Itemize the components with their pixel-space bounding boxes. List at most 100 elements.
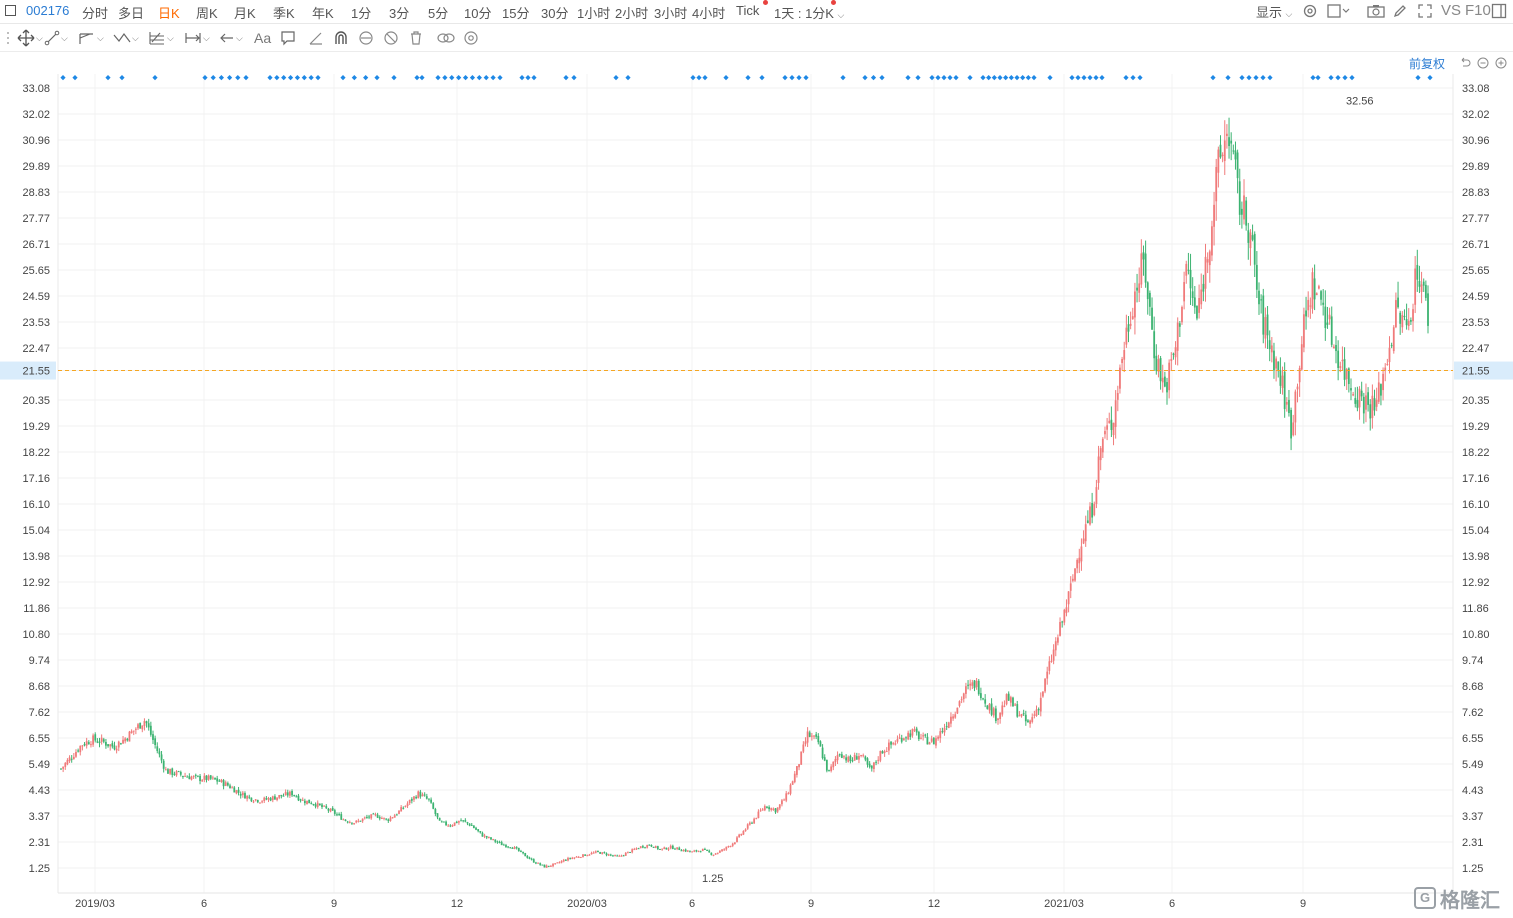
f10-button[interactable]: F10 — [1465, 2, 1491, 19]
wave-icon[interactable]: ⌵ — [113, 29, 139, 47]
event-marker-icon[interactable] — [210, 75, 216, 81]
settings-icon[interactable] — [1302, 3, 1318, 22]
event-marker-icon[interactable] — [1260, 75, 1266, 81]
event-marker-icon[interactable] — [391, 75, 397, 81]
event-marker-icon[interactable] — [1099, 75, 1105, 81]
event-marker-icon[interactable] — [967, 75, 973, 81]
event-marker-icon[interactable] — [235, 75, 241, 81]
tab-timeframe[interactable]: 1分 — [351, 6, 372, 21]
event-marker-icon[interactable] — [483, 75, 489, 81]
tab-timeframe[interactable]: 4小时 — [692, 6, 726, 21]
link-icon[interactable] — [437, 29, 455, 47]
event-marker-icon[interactable] — [119, 75, 125, 81]
event-marker-icon[interactable] — [287, 75, 294, 81]
display-menu[interactable]: 显示 ⌵ — [1256, 5, 1293, 20]
tab-timeframe[interactable]: 15分 — [502, 6, 530, 21]
event-marker-icon[interactable] — [796, 75, 802, 81]
tab-timeframe[interactable]: 日K — [158, 6, 180, 21]
event-marker-icon[interactable] — [571, 75, 577, 81]
adjust-mode-button[interactable]: 前复权 — [1409, 57, 1446, 71]
event-marker-icon[interactable] — [613, 75, 619, 81]
tab-timeframe[interactable]: 季K — [273, 6, 295, 21]
event-marker-icon[interactable] — [953, 75, 959, 81]
fib-icon[interactable]: ⌵ — [148, 29, 174, 47]
ruler-icon[interactable] — [308, 29, 324, 47]
event-marker-icon[interactable] — [991, 75, 997, 81]
event-marker-icon[interactable] — [690, 75, 696, 81]
text-icon[interactable]: Aa — [254, 30, 272, 46]
event-marker-icon[interactable] — [374, 75, 380, 81]
event-marker-icon[interactable] — [1130, 75, 1136, 81]
event-marker-icon[interactable] — [986, 75, 992, 81]
event-marker-icon[interactable] — [497, 75, 503, 81]
stock-code[interactable]: 002176 — [26, 3, 70, 18]
event-marker-icon[interactable] — [702, 75, 708, 81]
event-marker-icon[interactable] — [915, 75, 921, 81]
event-marker-icon[interactable] — [1427, 75, 1433, 81]
drag-handle-icon[interactable] — [6, 29, 10, 47]
lock-icon[interactable] — [358, 29, 374, 47]
tab-timeframe[interactable]: 周K — [196, 6, 218, 21]
event-marker-icon[interactable] — [1020, 75, 1026, 81]
event-marker-icon[interactable] — [1003, 75, 1009, 81]
hide-icon[interactable] — [383, 29, 399, 47]
event-marker-icon[interactable] — [1349, 75, 1355, 81]
tab-timeframe[interactable]: 年K — [312, 6, 334, 21]
event-marker-icon[interactable] — [997, 75, 1003, 81]
event-marker-icon[interactable] — [929, 75, 935, 81]
event-marker-icon[interactable] — [456, 75, 462, 81]
tab-timeframe[interactable]: 3小时 — [654, 6, 688, 21]
event-marker-icon[interactable] — [879, 75, 885, 81]
event-marker-icon[interactable] — [419, 75, 425, 81]
comment-icon[interactable] — [280, 29, 296, 47]
tab-timeframe[interactable]: 30分 — [541, 6, 569, 21]
event-marker-icon[interactable] — [1137, 75, 1143, 81]
event-marker-icon[interactable] — [294, 75, 301, 81]
event-marker-icon[interactable] — [1335, 75, 1341, 81]
event-marker-icon[interactable] — [531, 75, 537, 81]
pen-icon[interactable] — [1392, 3, 1408, 22]
event-marker-icon[interactable] — [315, 75, 321, 81]
event-marker-icon[interactable] — [435, 75, 441, 81]
event-marker-icon[interactable] — [1025, 75, 1031, 81]
event-marker-icon[interactable] — [274, 75, 280, 81]
event-marker-icon[interactable] — [340, 75, 346, 81]
event-marker-icon[interactable] — [782, 75, 788, 81]
event-marker-icon[interactable] — [414, 75, 420, 81]
zoom-in-icon[interactable] — [1495, 56, 1507, 69]
event-marker-icon[interactable] — [1008, 75, 1014, 81]
vs-button[interactable]: VS — [1441, 2, 1462, 19]
event-marker-icon[interactable] — [490, 75, 496, 81]
camera-icon[interactable] — [1367, 3, 1385, 22]
fullscreen-icon[interactable] — [1417, 3, 1433, 22]
zoom-out-icon[interactable] — [1477, 56, 1489, 69]
event-marker-icon[interactable] — [152, 75, 158, 81]
event-marker-icon[interactable] — [301, 75, 307, 81]
event-marker-icon[interactable] — [1267, 75, 1273, 81]
event-marker-icon[interactable] — [60, 75, 66, 81]
event-marker-icon[interactable] — [267, 75, 273, 81]
panel-toggle-icon[interactable] — [1491, 3, 1507, 22]
event-marker-icon[interactable] — [840, 75, 846, 81]
candlestick-chart[interactable]: 33.08 32.02 30.96 29.89 28.83 27.77 26.71 25.65… — [0, 52, 1513, 918]
event-marker-icon[interactable] — [862, 75, 868, 81]
event-marker-icon[interactable] — [519, 75, 525, 81]
event-marker-icon[interactable] — [351, 75, 357, 81]
event-marker-icon[interactable] — [1310, 75, 1316, 81]
event-marker-icon[interactable] — [449, 75, 455, 81]
layout-icon[interactable] — [1327, 3, 1351, 22]
stock-box-icon[interactable] — [5, 5, 16, 16]
event-marker-icon[interactable] — [363, 75, 369, 81]
move-icon[interactable]: ⌵ — [17, 29, 43, 47]
event-marker-icon[interactable] — [1081, 75, 1087, 81]
tab-timeframe[interactable]: Tick — [736, 3, 760, 18]
event-marker-icon[interactable] — [1210, 75, 1216, 81]
event-marker-icon[interactable] — [870, 75, 877, 81]
event-marker-icon[interactable] — [442, 75, 448, 81]
arrow-left-icon[interactable]: ⌵ — [219, 29, 243, 47]
event-marker-icon[interactable] — [1225, 75, 1231, 81]
event-marker-icon[interactable] — [980, 75, 986, 81]
event-marker-icon[interactable] — [1315, 75, 1321, 81]
event-marker-icon[interactable] — [105, 75, 111, 81]
settings-icon[interactable] — [463, 29, 479, 47]
